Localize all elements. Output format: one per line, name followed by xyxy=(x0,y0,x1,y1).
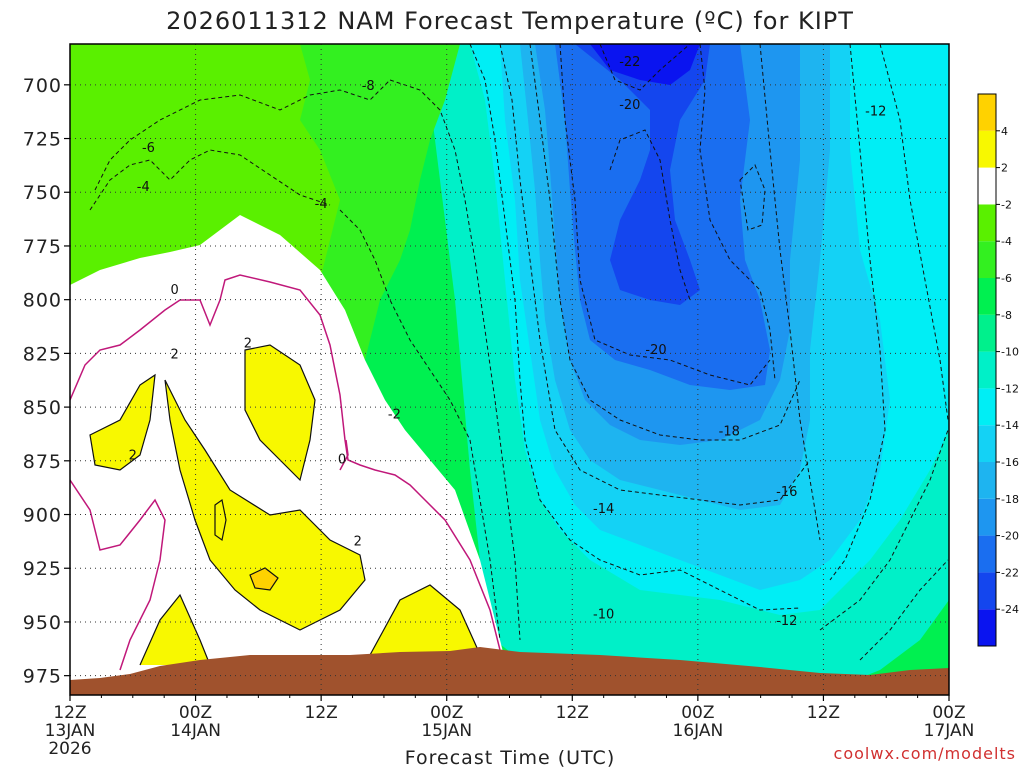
band-warm-plus2-a xyxy=(90,375,155,470)
colorbar-tick-label: -18 xyxy=(1001,493,1019,506)
contour-label: 0 xyxy=(171,283,179,298)
y-tick-label: 725 xyxy=(23,129,62,151)
colorbar-swatch xyxy=(978,609,996,646)
band-warm-plus2-c xyxy=(245,345,315,480)
x-tick-label: 00Z xyxy=(681,703,714,723)
y-tick-label: 875 xyxy=(23,451,62,473)
contour-labels: -22 -20 -8 -6 -4 -4 -12 0 2 2 2 2 0 -2 -20 -18 -16 -14 -10… xyxy=(129,55,887,629)
y-tick-label: 900 xyxy=(23,505,62,527)
colorbar: -24-22-20-18-16-14-12-10-8-6-4-224 xyxy=(977,93,1019,647)
colorbar-swatch xyxy=(978,498,996,536)
plus2-contours xyxy=(89,344,479,666)
grid-lines xyxy=(70,44,949,695)
colorbar-tick-label: 4 xyxy=(1001,125,1008,138)
colorbar-swatch xyxy=(978,167,996,205)
contour-label: -12 xyxy=(865,105,886,120)
zero-isotherm xyxy=(70,274,501,671)
y-tick-label: 750 xyxy=(23,182,62,204)
contour-label: -22 xyxy=(619,55,640,70)
x-tick-label: 12Z xyxy=(53,703,86,723)
colorbar-swatch xyxy=(978,388,996,426)
contour-label: -8 xyxy=(362,79,375,94)
band-m22 xyxy=(575,44,710,305)
colorbar-tick-label: -12 xyxy=(1001,382,1019,395)
band-warm-plus2-d xyxy=(140,595,210,665)
colorbar-frame xyxy=(977,93,997,647)
y-tick-label: 925 xyxy=(23,558,62,580)
terrain xyxy=(70,647,949,695)
colorbar-tick-label: -16 xyxy=(1001,456,1019,469)
x-tick-label: 15JAN xyxy=(421,721,472,741)
band-warm-plus2-b xyxy=(165,380,365,630)
colorbar-tick-label: -2 xyxy=(1001,198,1012,211)
colorbar-swatch xyxy=(978,241,996,278)
x-tick-label: 14JAN xyxy=(170,721,221,741)
contour-label: -14 xyxy=(593,502,614,517)
x-tick-label: 12Z xyxy=(807,703,840,723)
contour-label: -18 xyxy=(719,425,740,440)
x-tick-label: 00Z xyxy=(932,703,965,723)
contour-label: 0 xyxy=(338,453,346,468)
colorbar-tick-label: -6 xyxy=(1001,272,1012,285)
chart-title: 2026011312 NAM Forecast Temperature (ºC)… xyxy=(166,7,854,35)
colorbar-swatch xyxy=(978,462,996,499)
band-warm-plus4 xyxy=(250,568,278,590)
x-tick-label: 16JAN xyxy=(673,721,724,741)
y-tick-label: 950 xyxy=(23,612,62,634)
y-tick-label: 700 xyxy=(23,75,62,97)
colorbar-tick-label: -24 xyxy=(1001,603,1019,616)
y-tick-label: 850 xyxy=(23,397,62,419)
colorbar-swatch xyxy=(978,94,996,131)
plot-area: -22 -20 -8 -6 -4 -4 -12 0 2 2 2 2 0 -2 -20 -18 -16 -14 -10… xyxy=(70,44,949,695)
x-tick-label: 17JAN xyxy=(924,721,975,741)
contour-label: 2 xyxy=(244,337,252,352)
colorbar-swatch xyxy=(978,425,996,462)
contour-label: -4 xyxy=(137,180,150,195)
colorbar-tick-label: -14 xyxy=(1001,419,1019,432)
band-m24 xyxy=(590,44,700,85)
contour-label: -4 xyxy=(315,197,328,212)
contour-label: -2 xyxy=(388,408,401,423)
x-tick-label: 2026 xyxy=(48,739,91,759)
colorbar-swatch xyxy=(978,572,996,610)
contour-label: -20 xyxy=(619,98,640,113)
contour-label: 2 xyxy=(171,347,179,362)
contour-label: -6 xyxy=(142,141,155,156)
contour-lines-dashed xyxy=(89,44,949,661)
contour-label: -12 xyxy=(776,614,797,629)
x-tick-label: 13JAN xyxy=(45,721,96,741)
y-tick-label: 825 xyxy=(23,343,62,365)
colorbar-swatch xyxy=(978,535,996,573)
colorbar-tick-label: -20 xyxy=(1001,530,1019,543)
y-tick-label: 775 xyxy=(23,236,62,258)
x-tick-label: 12Z xyxy=(305,703,338,723)
x-tick-label: 00Z xyxy=(179,703,212,723)
colorbar-swatch xyxy=(978,278,996,315)
contour-label: 2 xyxy=(129,448,137,463)
colorbar-tick-label: 2 xyxy=(1001,162,1008,175)
colorbar-tick-label: -4 xyxy=(1001,235,1012,248)
x-tick-label: 00Z xyxy=(430,703,463,723)
colorbar-tick-label: -8 xyxy=(1001,309,1012,322)
x-axis-label: Forecast Time (UTC) xyxy=(405,747,615,768)
contour-label: 2 xyxy=(354,534,362,549)
colorbar-swatch xyxy=(978,130,996,168)
colorbar-tick-label: -22 xyxy=(1001,566,1019,579)
y-axis: 700 725 750 775 800 825 850 875 900 925 950 975 xyxy=(23,75,70,688)
contour-label: -10 xyxy=(593,607,614,622)
contour-label: -16 xyxy=(776,485,797,500)
colorbar-swatch xyxy=(978,204,996,242)
y-tick-label: 800 xyxy=(23,290,62,312)
x-tick-label: 12Z xyxy=(556,703,589,723)
credit-text[interactable]: coolwx.com/modelts xyxy=(834,744,1016,763)
colorbar-swatch xyxy=(978,314,996,352)
y-tick-label: 975 xyxy=(23,666,62,688)
colorbar-swatch xyxy=(978,351,996,389)
colorbar-tick-label: -10 xyxy=(1001,346,1019,359)
contour-label: -20 xyxy=(645,343,666,358)
